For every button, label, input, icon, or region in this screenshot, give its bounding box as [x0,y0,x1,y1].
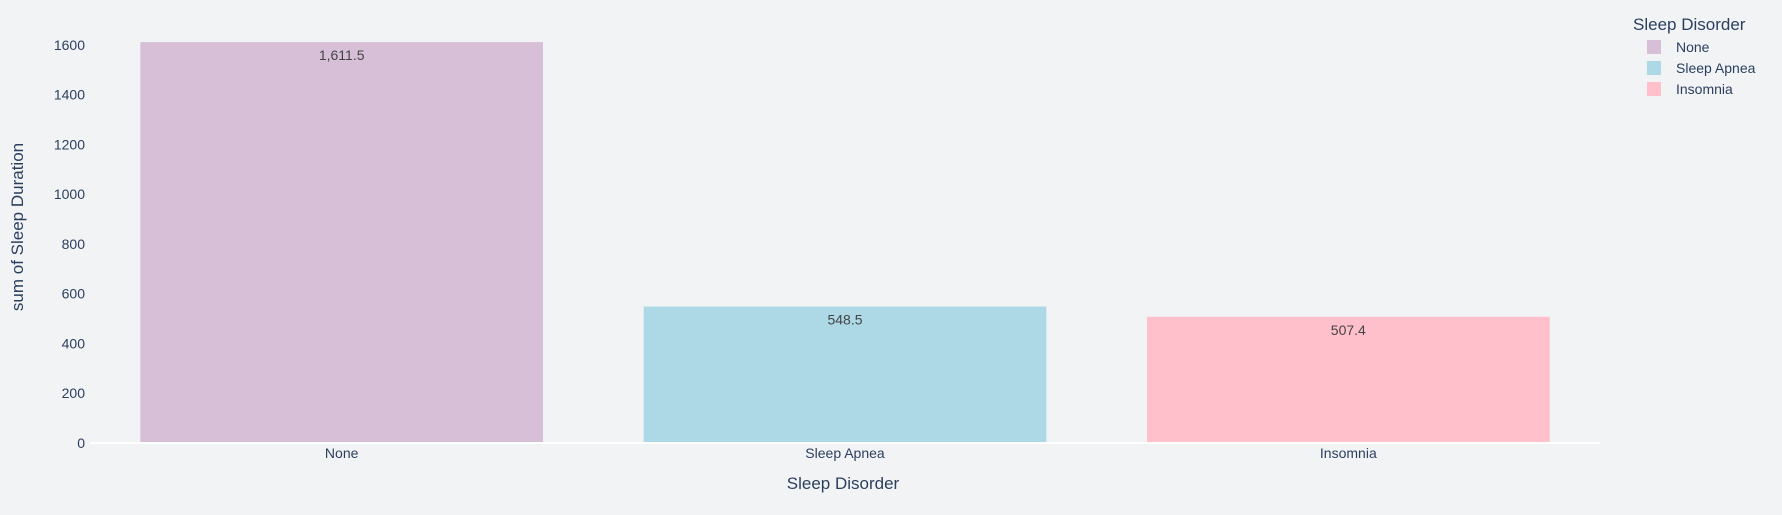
legend: Sleep Disorder None Sleep Apnea Insomnia [1633,15,1756,97]
y-tick-label: 400 [62,335,86,351]
x-tick-label: Sleep Apnea [805,445,885,461]
bar-sleep-apnea[interactable] [643,306,1047,443]
legend-swatch [1647,40,1661,54]
bar-insomnia[interactable] [1147,316,1550,443]
y-axis-title: sum of Sleep Duration [8,143,27,311]
y-tick-label: 1000 [54,186,85,202]
x-axis-ticks: None Sleep Apnea Insomnia [325,445,1377,461]
data-label: 507.4 [1331,322,1366,338]
bar-none[interactable] [140,42,544,444]
legend-item-none[interactable]: None [1647,39,1710,55]
x-tick-label: Insomnia [1320,445,1377,461]
x-tick-label: None [325,445,359,461]
y-tick-label: 1200 [54,136,85,152]
legend-label: Insomnia [1676,81,1733,97]
legend-item-insomnia[interactable]: Insomnia [1647,81,1733,97]
data-label: 548.5 [827,312,862,328]
y-axis-ticks: 0 200 400 600 800 1000 1200 1400 1600 [54,37,85,451]
y-tick-label: 600 [62,286,86,302]
legend-swatch [1647,82,1661,96]
y-tick-label: 200 [62,385,86,401]
y-tick-label: 1600 [54,37,85,53]
bars-layer [140,42,1550,444]
legend-label: None [1676,39,1710,55]
y-tick-label: 0 [77,435,85,451]
legend-item-sleep-apnea[interactable]: Sleep Apnea [1647,60,1756,76]
legend-items: None Sleep Apnea Insomnia [1647,39,1756,97]
legend-swatch [1647,61,1661,75]
data-labels-layer: 1,611.5 548.5 507.4 [319,47,1366,338]
legend-label: Sleep Apnea [1676,60,1756,76]
y-tick-label: 1400 [54,87,85,103]
data-label: 1,611.5 [319,47,365,63]
x-axis-title: Sleep Disorder [787,474,900,493]
y-tick-label: 800 [62,236,86,252]
legend-title: Sleep Disorder [1633,15,1746,34]
